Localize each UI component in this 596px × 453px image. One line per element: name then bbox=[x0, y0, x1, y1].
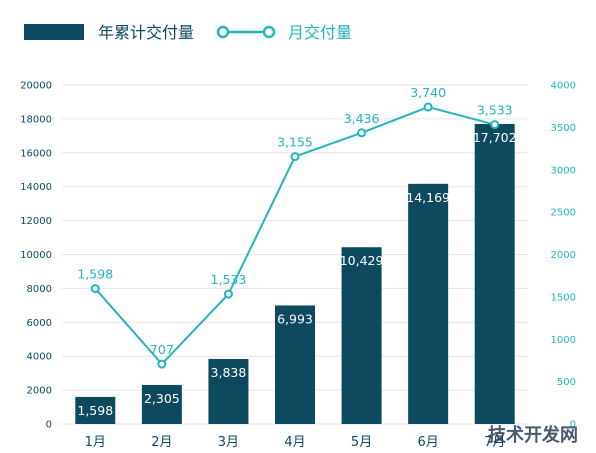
left-axis: 0 2000 4000 6000 8000 10000 12000 14000 16000 180… bbox=[20, 81, 52, 431]
right-tick-label: 1500 bbox=[551, 292, 576, 303]
line-point bbox=[290, 152, 300, 162]
bar-value-label: 14,169 bbox=[406, 190, 450, 205]
left-tick-label: 20000 bbox=[20, 81, 52, 92]
bars: 1,598 2,305 3,838 6,993 10,429 14,169 17,702 bbox=[75, 123, 517, 424]
line-point bbox=[157, 359, 167, 369]
bar bbox=[474, 123, 515, 424]
monthly-line: 1,598 707 1,533 3,155 3,436 3,740 3,533 bbox=[77, 85, 513, 369]
bar bbox=[208, 358, 249, 424]
right-tick-label: 500 bbox=[557, 377, 576, 388]
line-point bbox=[357, 128, 367, 138]
left-tick-label: 4000 bbox=[27, 352, 52, 363]
bar-value-label: 2,305 bbox=[144, 391, 180, 406]
right-tick-label: 3000 bbox=[551, 165, 576, 176]
legend-line-marker-right bbox=[262, 25, 276, 39]
bar-value-label: 1,598 bbox=[77, 403, 113, 418]
left-tick-label: 18000 bbox=[20, 114, 52, 125]
bar-value-label: 3,838 bbox=[211, 365, 247, 380]
legend: 年累计交付量 月交付量 bbox=[24, 23, 352, 42]
line-value-label: 3,436 bbox=[344, 111, 380, 126]
bar bbox=[141, 384, 182, 424]
left-tick-label: 10000 bbox=[20, 250, 52, 261]
legend-line-label: 月交付量 bbox=[288, 23, 352, 42]
left-tick-label: 14000 bbox=[20, 182, 52, 193]
right-tick-label: 2000 bbox=[551, 250, 576, 261]
x-tick-label: 3月 bbox=[218, 435, 239, 450]
right-tick-label: 0 bbox=[570, 420, 576, 431]
line-point bbox=[490, 120, 500, 130]
right-axis: 0 500 1000 1500 2000 2500 3000 3500 4000 bbox=[551, 81, 576, 431]
line-point bbox=[223, 289, 233, 299]
watermark: 技术开发网 bbox=[488, 424, 578, 446]
line-point bbox=[423, 102, 433, 112]
left-tick-label: 8000 bbox=[27, 284, 52, 295]
x-tick-label: 7月 bbox=[484, 435, 505, 450]
bar-value-label: 6,993 bbox=[277, 311, 313, 326]
line-value-label: 3,155 bbox=[277, 135, 313, 150]
left-tick-label: 0 bbox=[46, 420, 52, 431]
left-tick-label: 2000 bbox=[27, 386, 52, 397]
x-tick-label: 6月 bbox=[418, 435, 439, 450]
line-point bbox=[90, 284, 100, 294]
x-axis: 1月 2月 3月 4月 5月 6月 7月 bbox=[85, 435, 506, 450]
legend-line-marker-left bbox=[216, 25, 230, 39]
right-tick-label: 3500 bbox=[551, 123, 576, 134]
x-tick-label: 1月 bbox=[85, 435, 106, 450]
right-tick-label: 2500 bbox=[551, 208, 576, 219]
bar-value-label: 10,429 bbox=[340, 253, 384, 268]
x-tick-label: 5月 bbox=[351, 435, 372, 450]
bar bbox=[341, 247, 382, 424]
x-tick-label: 2月 bbox=[151, 435, 172, 450]
line-value-label: 1,533 bbox=[211, 272, 247, 287]
line-value-label: 1,598 bbox=[77, 267, 113, 282]
legend-bar-label: 年累计交付量 bbox=[98, 23, 194, 42]
left-tick-label: 6000 bbox=[27, 318, 52, 329]
line-value-label: 3,740 bbox=[410, 85, 446, 100]
line-value-label: 3,533 bbox=[477, 103, 513, 118]
x-tick-label: 4月 bbox=[284, 435, 305, 450]
bar bbox=[408, 183, 449, 424]
line-value-label: 707 bbox=[150, 342, 174, 357]
left-tick-label: 12000 bbox=[20, 216, 52, 227]
bar bbox=[275, 305, 315, 424]
bar-value-label: 17,702 bbox=[473, 130, 517, 145]
legend-bar-swatch bbox=[24, 24, 84, 40]
left-tick-label: 16000 bbox=[20, 148, 52, 159]
right-tick-label: 4000 bbox=[551, 81, 576, 92]
bar bbox=[75, 396, 116, 424]
right-tick-label: 1000 bbox=[551, 335, 576, 346]
